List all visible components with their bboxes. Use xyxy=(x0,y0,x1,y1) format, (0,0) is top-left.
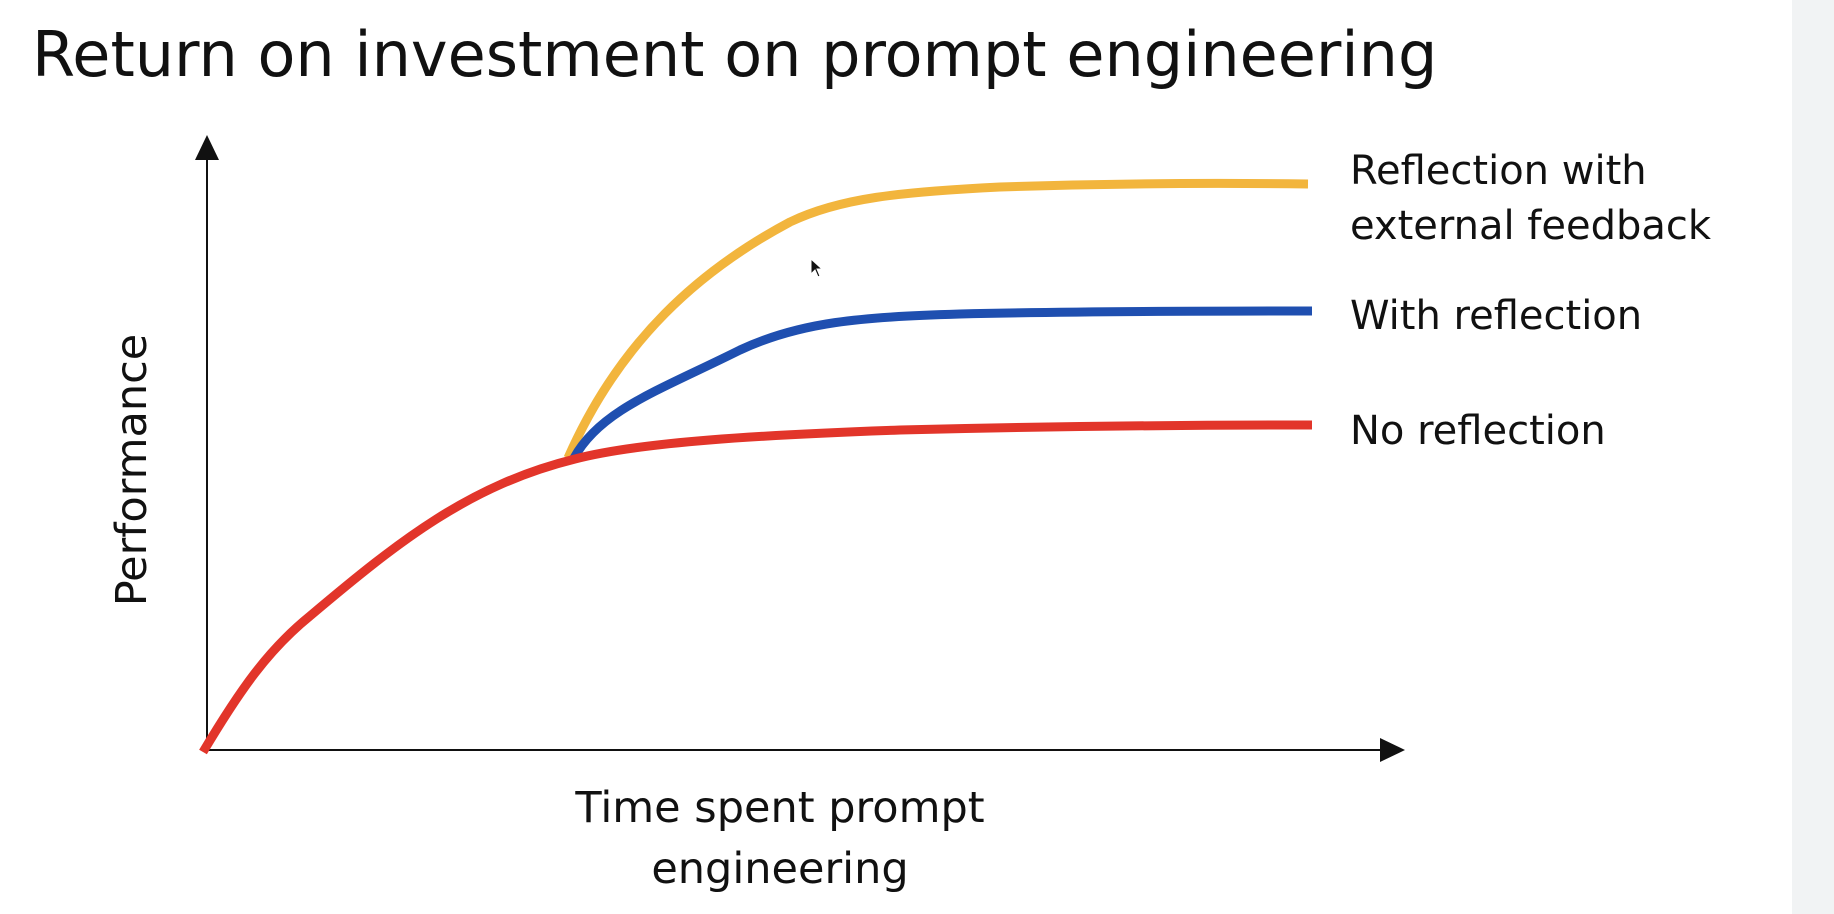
series-label-reflection-external-feedback: Reflection with external feedback xyxy=(1350,144,1711,254)
series-label-line: Reflection with xyxy=(1350,148,1647,194)
y-axis-label: Performance xyxy=(107,333,157,607)
curve-reflection-external-feedback xyxy=(563,178,1309,460)
x-axis-label: Time spent prompt engineering xyxy=(500,778,1060,900)
x-axis-arrowhead xyxy=(1380,738,1405,762)
mouse-pointer-icon xyxy=(810,258,824,278)
series-label-with-reflection: With reflection xyxy=(1350,289,1642,344)
y-axis-arrowhead xyxy=(195,135,219,160)
series-label-line: With reflection xyxy=(1350,293,1643,339)
curve-no-reflection xyxy=(199,420,1313,755)
series-label-line: No reflection xyxy=(1350,408,1606,454)
series-label-no-reflection: No reflection xyxy=(1350,404,1606,459)
slide: Return on investment on prompt engineeri… xyxy=(32,18,1712,900)
series-label-line: external feedback xyxy=(1350,203,1712,249)
slide-title: Return on investment on prompt engineeri… xyxy=(32,18,1438,91)
side-panel xyxy=(1792,0,1834,914)
x-axis-label-line: Time spent prompt xyxy=(575,783,985,833)
curve-with-reflection xyxy=(570,306,1313,461)
diagram-canvas xyxy=(195,135,1405,762)
x-axis-label-line: engineering xyxy=(651,844,909,894)
